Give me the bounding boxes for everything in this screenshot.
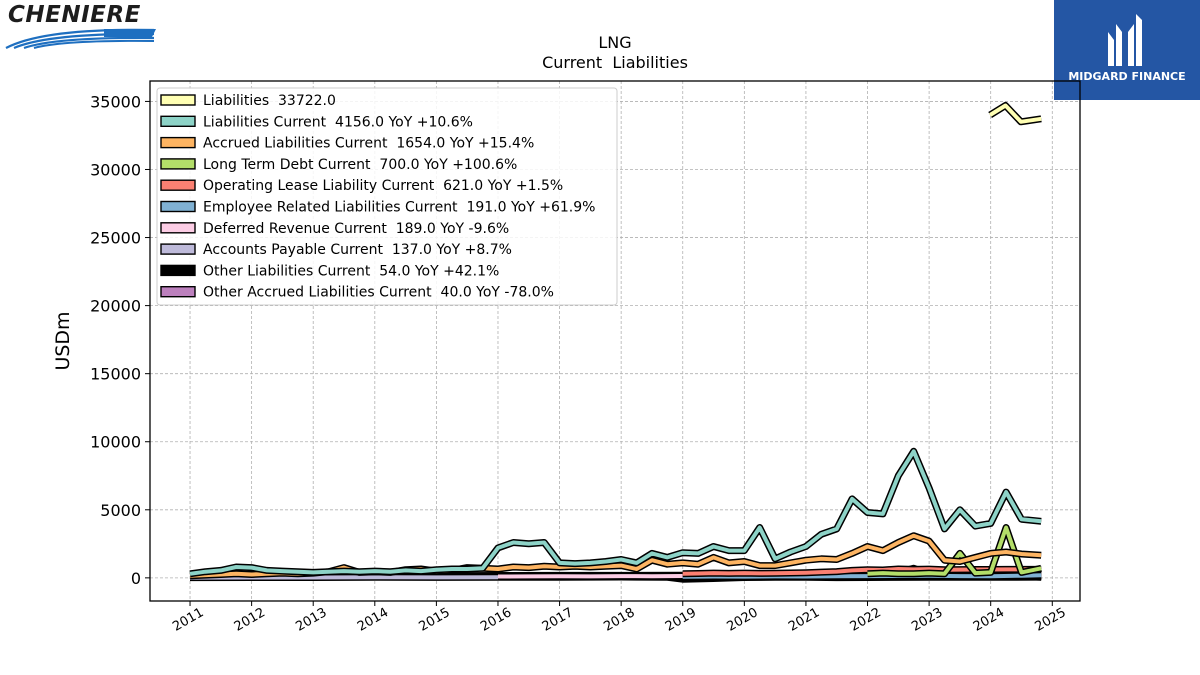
x-tick-label: 2018: [601, 605, 637, 635]
legend-label: Operating Lease Liability Current 621.0 …: [203, 178, 563, 194]
x-tick-label: 2022: [848, 605, 884, 635]
y-tick-label: 25000: [90, 229, 141, 248]
legend-swatch: [160, 286, 196, 298]
legend-swatch: [160, 222, 196, 234]
x-tick-label: 2013: [293, 605, 329, 635]
y-tick-label: 0: [131, 569, 141, 588]
y-tick-label: 10000: [90, 433, 141, 452]
series-outline-liabilities-current: [189, 447, 1042, 578]
legend-swatch: [160, 179, 196, 191]
cheniere-logo-text: CHENIERE: [8, 2, 141, 28]
x-tick-label: 2020: [725, 605, 761, 635]
midgard-finance-logo: MIDGARD FINANCE: [1054, 0, 1200, 100]
y-tick-label: 35000: [90, 92, 141, 111]
cheniere-swoosh-icon: [5, 28, 156, 50]
legend-swatch: [160, 115, 196, 128]
chart-subtitle: Current Liabilities: [542, 53, 688, 72]
x-tick-label: 2012: [232, 605, 268, 635]
series-line-liabilities: [989, 103, 1042, 124]
midgard-finance-text: MIDGARD FINANCE: [1068, 70, 1186, 83]
legend-label: Accrued Liabilities Current 1654.0 YoY +…: [203, 136, 534, 152]
y-axis-label: USDm: [52, 311, 74, 370]
y-tick-label: 30000: [90, 160, 141, 179]
legend-swatch: [160, 243, 196, 255]
x-tick-label: 2019: [663, 605, 699, 635]
series-lines: [189, 102, 1042, 583]
legend-label: Liabilities 33722.0: [203, 93, 336, 109]
plot-frame: [149, 80, 1081, 602]
y-tick-label: 15000: [90, 365, 141, 384]
cheniere-logo: CHENIERE: [4, 2, 164, 52]
legend-label: Other Accrued Liabilities Current 40.0 Y…: [203, 285, 554, 301]
legend-swatch: [160, 136, 196, 149]
legend-swatch: [160, 200, 196, 213]
legend-swatch: [160, 264, 196, 277]
legend-label: Liabilities Current 4156.0 YoY +10.6%: [203, 114, 473, 130]
x-tick-label: 2024: [971, 605, 1007, 635]
x-tick-label: 2023: [909, 605, 945, 635]
x-tick-label: 2014: [355, 605, 391, 635]
legend-label: Long Term Debt Current 700.0 YoY +100.6%: [203, 157, 517, 173]
legend-label: Accounts Payable Current 137.0 YoY +8.7%: [203, 242, 512, 258]
legend-label: Employee Related Liabilities Current 191…: [203, 200, 595, 216]
x-tick-label: 2017: [540, 605, 576, 635]
y-tick-label: 5000: [100, 501, 141, 520]
legend-label: Other Liabilities Current 54.0 YoY +42.1…: [203, 263, 499, 279]
legend-label: Deferred Revenue Current 189.0 YoY -9.6%: [203, 221, 509, 237]
x-tick-label: 2016: [478, 605, 514, 635]
legend-swatch: [160, 158, 196, 170]
y-tick-label: 20000: [90, 297, 141, 316]
legend-box: [156, 87, 618, 306]
legend: Liabilities 33722.0 Liabilities Current 4…: [156, 87, 618, 306]
midgard-emblem-icon: [1108, 14, 1142, 66]
x-tick-label: 2021: [786, 605, 822, 635]
x-tick-label: 2015: [417, 605, 453, 635]
chart-title: LNG: [598, 33, 631, 52]
x-tick-label: 2011: [170, 605, 206, 635]
legend-swatch: [160, 94, 196, 106]
x-tick-label: 2025: [1032, 605, 1068, 635]
series-line-liabilities-current: [189, 449, 1042, 576]
